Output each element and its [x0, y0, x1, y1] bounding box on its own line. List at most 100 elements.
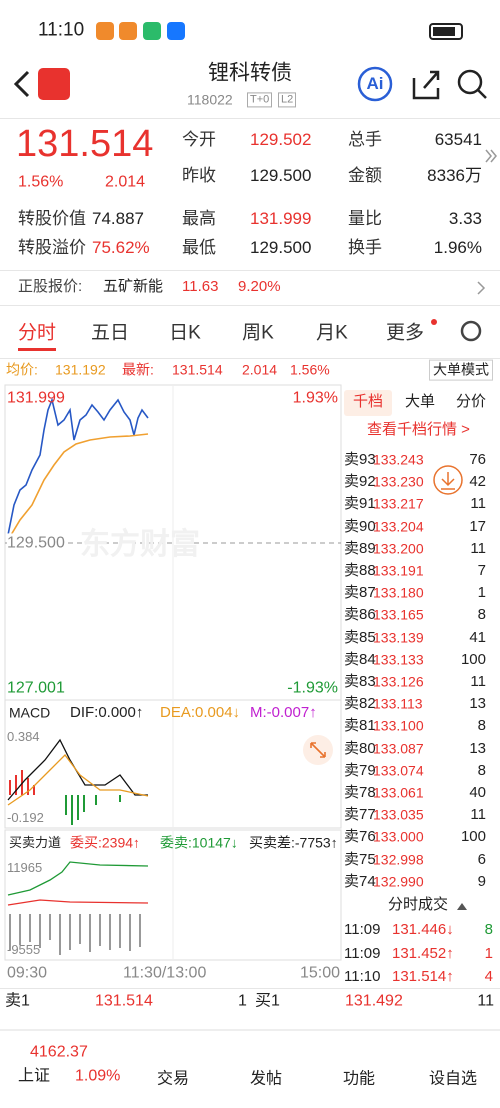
stat-label: 量比 — [348, 208, 382, 228]
avg-label: 均价: — [6, 361, 38, 378]
ask-volume: 11 — [470, 673, 486, 690]
ask-volume: 100 — [460, 650, 486, 668]
code: 118022 — [187, 91, 233, 108]
title: 锂科转债 — [208, 61, 292, 85]
ask-price: 133.243 — [373, 451, 424, 468]
share[interactable] — [412, 70, 440, 100]
ask-level: 卖77 — [344, 806, 376, 824]
ask-level: 卖85 — [344, 628, 376, 646]
badge: T+0 — [247, 92, 273, 108]
ask-price: 133.126 — [373, 673, 424, 690]
ask-volume: 13 — [469, 739, 486, 757]
power-bid: 委买:2394↑ — [70, 834, 141, 851]
book-link[interactable]: 查看千档行情 > — [367, 421, 470, 438]
ask-level: 卖79 — [344, 761, 376, 779]
book-tab[interactable]: 大单 — [404, 393, 436, 410]
macd-dea: DEA:0.004↓ — [160, 704, 241, 721]
mode-button[interactable]: 大单模式 — [429, 359, 493, 381]
ask-volume: 40 — [469, 784, 486, 801]
ask-level: 卖86 — [344, 606, 376, 624]
ask-volume: 13 — [469, 695, 486, 713]
bottom-nav — [0, 1031, 500, 1108]
ask-volume: 76 — [469, 451, 486, 468]
tab[interactable]: 五日 — [90, 322, 130, 344]
stat-value: 129.500 — [250, 237, 312, 257]
trade-time: 11:10 — [344, 968, 381, 985]
ask-price: 133.230 — [373, 473, 424, 490]
bid-volume: 11 — [477, 992, 494, 1010]
divider — [0, 270, 500, 271]
stat-label: 金额 — [348, 165, 382, 185]
nav-item[interactable]: 交易 — [156, 1070, 190, 1088]
ask-volume: 11 — [470, 806, 486, 824]
divider — [0, 988, 500, 989]
index-name: 上证 — [18, 1067, 51, 1085]
power-name[interactable]: 买卖力道 — [9, 835, 62, 851]
tab[interactable]: 月K — [316, 322, 348, 344]
tab[interactable]: 分时 — [17, 322, 57, 344]
ask-level: 卖88 — [344, 562, 376, 579]
stat-value: 8336万 — [427, 165, 482, 185]
stat-label: 最高 — [182, 208, 216, 228]
ask-price: 133.061 — [373, 784, 424, 801]
change: 2.014 — [105, 173, 146, 191]
stat-label: 昨收 — [182, 165, 216, 185]
low: 127.001 — [7, 679, 65, 697]
stat-label: 换手 — [348, 237, 382, 257]
tab[interactable]: 日K — [169, 322, 201, 344]
time-label: 15:00 — [299, 964, 340, 982]
ask-price: 133.000 — [373, 828, 424, 845]
time-label: 09:30 — [7, 964, 48, 982]
ask-level: 卖82 — [344, 695, 376, 713]
ask-level: 卖75 — [344, 850, 376, 868]
index-change: 1.09% — [75, 1067, 121, 1085]
ask-price: 133.204 — [373, 518, 424, 535]
clock: 11:10 — [38, 19, 85, 41]
ask-price: 133.191 — [373, 562, 424, 579]
ai-button[interactable]: Ai — [366, 73, 384, 93]
macd-name[interactable]: MACD — [9, 704, 51, 721]
tab[interactable]: 更多 — [385, 322, 425, 344]
ask-volume: 1 — [238, 992, 247, 1010]
ask-volume: 8 — [477, 761, 486, 779]
time-label: 11:30/13:00 — [123, 964, 207, 982]
tab[interactable]: 周K — [242, 322, 274, 344]
book-tab[interactable]: 千档 — [352, 393, 384, 410]
nav-item[interactable]: 功能 — [342, 1070, 376, 1088]
trade-volume: 4 — [484, 968, 493, 985]
conversion-value: 75.62% — [92, 237, 150, 257]
power-ask: 委卖:10147↓ — [160, 834, 238, 851]
ask-price: 133.113 — [373, 695, 423, 712]
ask-price: 132.990 — [373, 873, 424, 890]
high-percent: 1.93% — [292, 389, 338, 407]
ask-price: 133.139 — [373, 629, 424, 646]
trade-price: 131.446↓ — [392, 921, 454, 938]
trades-title[interactable]: 分时成交 — [388, 896, 449, 913]
ask-price: 133.180 — [373, 584, 424, 601]
ask-volume: 7 — [477, 562, 486, 579]
power-min: -9555 — [7, 942, 41, 958]
ask-level: 卖90 — [344, 517, 376, 535]
ask-volume: 100 — [460, 828, 486, 846]
index-value[interactable]: 4162.37 — [30, 1043, 88, 1061]
ask-level: 卖78 — [344, 784, 376, 801]
back[interactable] — [13, 70, 30, 98]
badge: L2 — [278, 92, 297, 108]
ask-level: 卖91 — [344, 495, 376, 513]
power-max: 11965 — [7, 860, 43, 876]
underlying-name[interactable]: 五矿新能 — [103, 278, 164, 295]
low-percent: -1.93% — [287, 679, 338, 697]
nav-item[interactable]: 设自选 — [428, 1070, 478, 1088]
ask-label: 卖1 — [5, 992, 30, 1010]
macd-max: 0.384 — [7, 729, 40, 745]
book-tab[interactable]: 分价 — [455, 393, 487, 410]
underlying-label: 正股报价: — [18, 278, 83, 295]
ask-price: 133.074 — [373, 762, 424, 779]
trade-price: 131.452↑ — [392, 944, 454, 962]
nav-item[interactable]: 发帖 — [249, 1070, 283, 1088]
stat-value: 129.500 — [250, 165, 312, 185]
ask-level: 卖74 — [344, 872, 376, 890]
ask-price: 133.200 — [373, 540, 424, 557]
ask-level: 卖92 — [344, 473, 376, 491]
